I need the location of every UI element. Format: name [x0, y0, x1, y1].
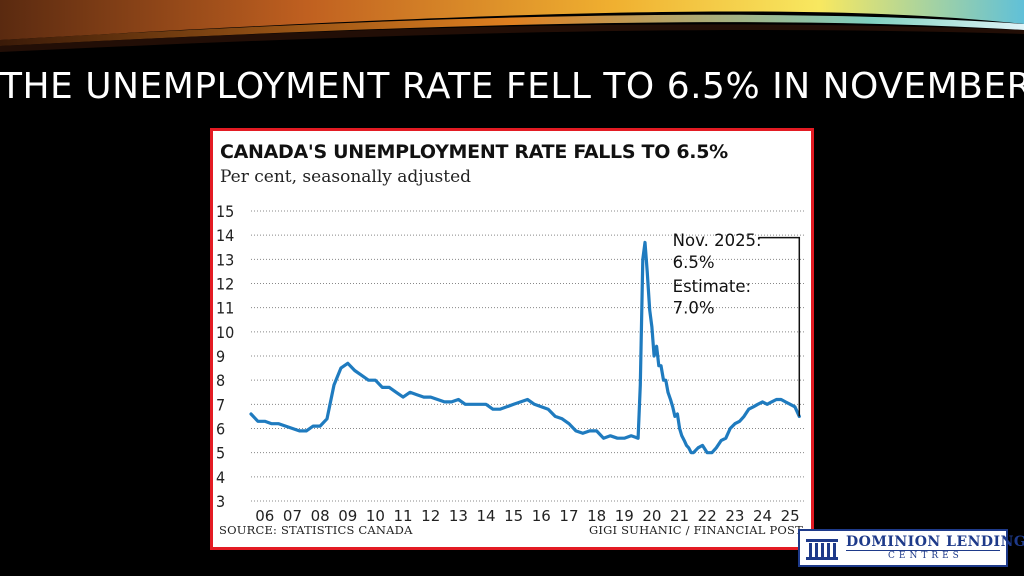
y-tick-label: 10 [216, 323, 234, 342]
x-tick-label: 07 [283, 507, 302, 525]
y-tick-label: 13 [216, 250, 234, 269]
y-tick-label: 15 [216, 202, 234, 221]
building-icon [806, 539, 838, 560]
y-tick-label: 6 [216, 420, 225, 439]
x-tick-label: 19 [615, 507, 634, 525]
x-tick-label: 14 [476, 507, 495, 525]
x-tick-label: 15 [504, 507, 523, 525]
y-tick-label: 9 [216, 347, 225, 366]
x-tick-label: 10 [366, 507, 385, 525]
logo-divider [846, 550, 1000, 551]
annotation-text: 7.0% [673, 299, 715, 318]
x-tick-label: 06 [255, 507, 274, 525]
logo-text-primary: DOMINION LENDING [846, 534, 1024, 550]
chart-title: CANADA'S UNEMPLOYMENT RATE FALLS TO 6.5% [220, 141, 728, 163]
annotation-text: Nov. 2025: [673, 231, 762, 250]
x-tick-label: 17 [559, 507, 578, 525]
x-tick-label: 21 [670, 507, 689, 525]
dominion-lending-logo: DOMINION LENDING CENTRES [798, 529, 1024, 567]
source-note: SOURCE: STATISTICS CANADA [219, 523, 413, 537]
credit-note: GIGI SUHANIC / FINANCIAL POST [588, 523, 803, 537]
series-line [249, 240, 801, 455]
y-tick-label: 8 [216, 371, 225, 390]
chart-subtitle: Per cent, seasonally adjusted [220, 167, 472, 187]
decorative-swoosh-banner [0, 0, 1024, 52]
y-tick-label: 7 [216, 395, 225, 414]
y-tick-label: 4 [216, 468, 225, 487]
logo-text-secondary: CENTRES [888, 551, 963, 561]
y-tick-label: 5 [216, 444, 225, 463]
x-tick-label: 18 [587, 507, 606, 525]
x-tick-label: 11 [394, 507, 413, 525]
x-tick-label: 25 [781, 507, 800, 525]
line-chart: 3 4 5 6 7 8 9 10 11 12 13 14 15 06 07 08 09 10 11 12 13 14 15 1… [216, 202, 804, 525]
x-tick-label: 23 [725, 507, 744, 525]
y-tick-label: 12 [216, 275, 234, 294]
x-tick-label: 22 [698, 507, 717, 525]
y-tick-label: 14 [216, 226, 234, 245]
annotation-leader [758, 236, 801, 417]
x-tick-label: 13 [449, 507, 468, 525]
x-tick-label: 08 [311, 507, 330, 525]
annotation-text: 6.5% [673, 253, 715, 272]
x-tick-label: 20 [642, 507, 661, 525]
x-tick-label: 12 [421, 507, 440, 525]
chart-card: 3 4 5 6 7 8 9 10 11 12 13 14 15 06 07 08 09 10 11 12 13 14 15 1… [210, 128, 814, 550]
x-tick-label: 24 [753, 507, 772, 525]
x-tick-label: 16 [532, 507, 551, 525]
annotation-text: Estimate: [673, 277, 751, 296]
x-tick-label: 09 [338, 507, 357, 525]
y-tick-label: 3 [216, 492, 225, 511]
slide-title: THE UNEMPLOYMENT RATE FELL TO 6.5% IN NO… [0, 66, 1024, 107]
y-tick-label: 11 [216, 299, 234, 318]
